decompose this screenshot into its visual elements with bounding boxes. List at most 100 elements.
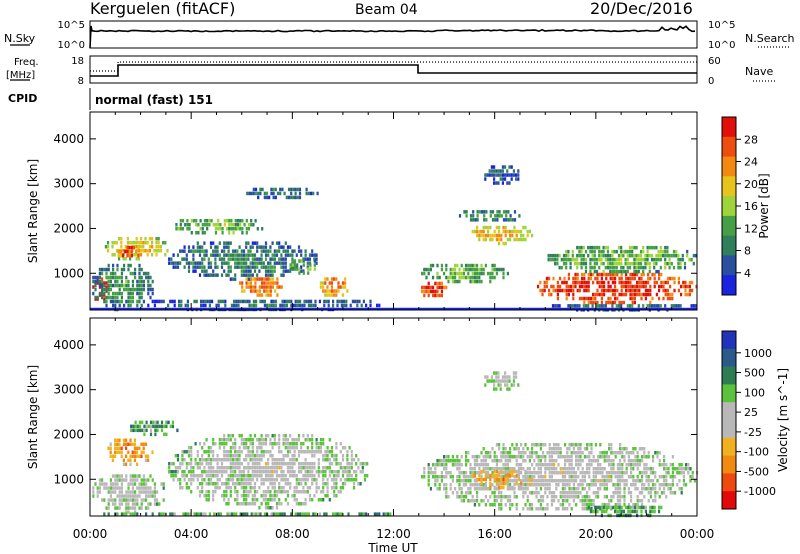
data-cell (269, 293, 272, 297)
data-cell (308, 261, 312, 265)
data-cell (593, 245, 596, 250)
data-cell (664, 288, 667, 293)
data-cell (253, 494, 257, 498)
data-cell (206, 227, 209, 231)
data-cell (349, 303, 352, 308)
data-cell (537, 467, 540, 471)
data-cell (142, 482, 145, 486)
data-cell (643, 455, 646, 459)
data-cell (271, 458, 274, 462)
data-cell (616, 288, 619, 293)
data-cell (204, 299, 207, 304)
data-cell (603, 505, 606, 510)
data-cell (339, 442, 342, 446)
data-cell (214, 458, 217, 462)
data-cell (438, 475, 441, 479)
data-cell (548, 451, 551, 455)
data-cell (491, 275, 494, 280)
data-cell (483, 214, 486, 218)
data-cell (138, 420, 142, 425)
data-cell (162, 482, 165, 486)
data-cell (465, 475, 468, 479)
data-cell (478, 467, 481, 471)
data-cell (511, 233, 514, 238)
data-cell (607, 513, 610, 518)
data-cell (472, 210, 475, 214)
data-cell (500, 491, 503, 495)
data-cell (476, 267, 479, 272)
data-cell (260, 281, 264, 285)
data-cell (131, 490, 134, 494)
colorbar-tick-label: 500 (744, 367, 765, 380)
data-blob (175, 219, 264, 235)
data-cell (556, 296, 559, 301)
data-cell (358, 299, 361, 304)
data-cell (261, 299, 264, 304)
data-cell (469, 487, 472, 491)
data-cell (658, 288, 661, 293)
data-cell (308, 470, 312, 474)
data-cell (284, 265, 287, 269)
data-cell (348, 470, 351, 474)
data-cell (295, 486, 298, 490)
data-cell (608, 475, 611, 479)
data-cell (515, 479, 518, 483)
data-cell (613, 261, 616, 266)
data-cell (112, 474, 115, 478)
data-cell (295, 253, 298, 257)
data-cell (611, 269, 614, 274)
data-cell (618, 505, 621, 510)
data-cell (493, 263, 496, 268)
data-cell (236, 219, 240, 223)
data-cell (205, 269, 208, 273)
data-cell (229, 265, 232, 269)
data-cell (217, 299, 220, 304)
data-cell (491, 267, 494, 272)
data-cell (478, 477, 481, 482)
data-cell (293, 498, 296, 502)
data-cell (201, 245, 204, 249)
data-cell (245, 494, 248, 498)
data-cell (234, 482, 237, 486)
data-cell (278, 245, 281, 249)
data-cell (179, 249, 182, 253)
data-cell (524, 469, 527, 474)
data-cell (233, 303, 236, 308)
data-cell (179, 486, 182, 490)
data-cell (305, 299, 308, 304)
data-cell (489, 467, 492, 471)
data-cell (120, 279, 123, 284)
data-cell (339, 478, 342, 482)
data-cell (611, 288, 614, 293)
data-cell (451, 455, 454, 459)
data-cell (438, 281, 441, 286)
data-cell (132, 428, 135, 433)
freq-left-tick-top: 18 (71, 56, 84, 67)
data-cell (548, 487, 551, 491)
data-cell (513, 237, 516, 242)
data-cell (269, 285, 272, 289)
data-cell (265, 289, 268, 293)
data-cell (581, 272, 584, 277)
data-cell (487, 463, 490, 467)
data-cell (633, 276, 636, 281)
data-cell (515, 447, 518, 451)
data-cell (565, 253, 568, 258)
data-cell (664, 292, 667, 297)
data-cell (307, 191, 310, 196)
data-cell (555, 471, 558, 475)
data-cell (652, 479, 655, 483)
data-cell (487, 271, 490, 276)
data-cell (473, 263, 476, 268)
data-cell (260, 494, 263, 498)
data-cell (647, 487, 650, 491)
data-cell (176, 458, 180, 462)
data-cell (118, 474, 121, 478)
data-cell (346, 289, 349, 293)
data-cell (267, 474, 270, 478)
data-cell (127, 267, 130, 272)
data-cell (505, 214, 508, 218)
data-cell (130, 253, 133, 258)
data-cell (570, 487, 573, 491)
data-cell (566, 447, 569, 451)
